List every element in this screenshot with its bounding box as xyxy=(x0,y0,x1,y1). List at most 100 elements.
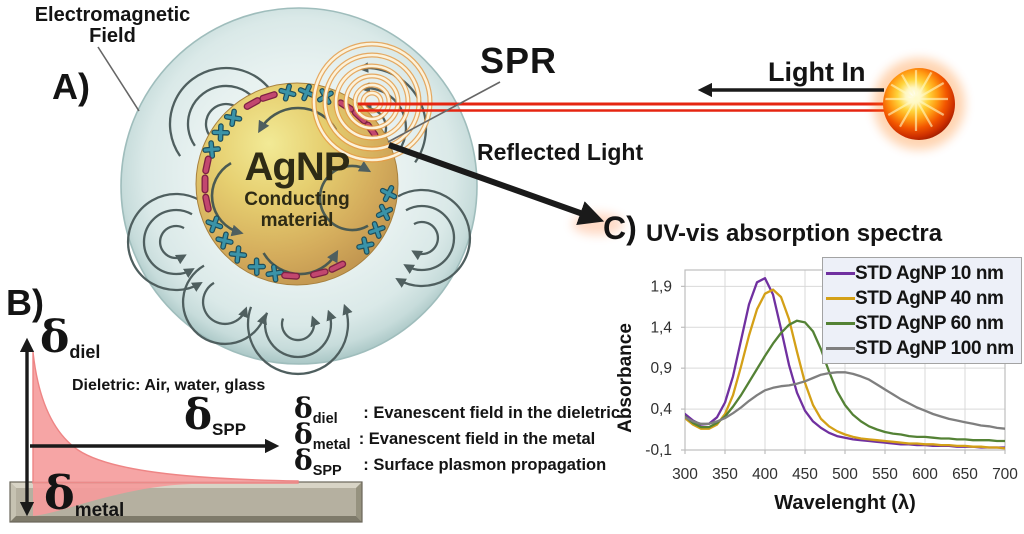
evanescent-decay xyxy=(32,351,299,516)
reflected-light-label: Reflected Light xyxy=(477,139,644,165)
plus-charge xyxy=(297,83,316,102)
particle-title: AgNP xyxy=(244,145,351,189)
delta-diel-subscript: diel xyxy=(69,342,101,362)
delta-metal-subscript: metal xyxy=(74,500,125,521)
y-tick-labels: 1,9 1,4 0,9 0,4 -0,1 xyxy=(645,278,672,459)
series-line xyxy=(685,319,1005,443)
definition-row: δ SPP : Surface plasmon propagation xyxy=(294,444,620,480)
legend-label: STD AgNP 40 nm xyxy=(855,287,1004,309)
chart-legend: STD AgNP 10 nm STD AgNP 40 nm STD AgNP 60 … xyxy=(822,257,1022,364)
delta-symbol: δ xyxy=(40,312,70,363)
delta-symbol: δ xyxy=(294,418,313,451)
legend-item: STD AgNP 100 nm xyxy=(826,336,1021,361)
delta-diel-label: δdiel xyxy=(40,316,101,363)
legend-label: STD AgNP 60 nm xyxy=(855,312,1004,334)
x-tick-labels: 300 350 400 450 500 550 600 650 700 xyxy=(672,466,1018,483)
x-tick-label: 550 xyxy=(872,466,898,483)
panel-a-label: A) xyxy=(52,66,90,107)
y-tick-label: -0,1 xyxy=(645,442,672,459)
light-in-label: Light In xyxy=(768,57,866,87)
legend-item: STD AgNP 40 nm xyxy=(826,286,1021,311)
plus-charge xyxy=(211,123,230,142)
panel-b-label: B) xyxy=(6,282,44,323)
y-tick-label: 1,9 xyxy=(650,278,672,295)
delta-metal-label: δmetal xyxy=(44,470,124,521)
legend-swatch xyxy=(826,272,855,275)
y-tick-label: 0,9 xyxy=(650,360,672,377)
y-tick-label: 1,4 xyxy=(650,319,672,336)
spr-pointer-line xyxy=(387,81,501,143)
legend-swatch xyxy=(826,322,855,325)
x-tick-label: 700 xyxy=(992,466,1018,483)
definition-row: δ metal : Evanescent field in the metal xyxy=(294,418,620,454)
surface-charges xyxy=(201,83,398,283)
legend-item: STD AgNP 60 nm xyxy=(826,311,1021,336)
legend-item: STD AgNP 10 nm xyxy=(826,261,1021,286)
plus-charge xyxy=(367,221,386,239)
spr-label: SPR xyxy=(480,40,558,81)
x-axis-title: Wavelenght (λ) xyxy=(774,492,916,514)
chart-series xyxy=(685,277,1005,450)
plus-charge xyxy=(375,203,394,222)
reflected-light-arrow xyxy=(387,142,605,225)
legend-swatch xyxy=(826,347,855,350)
x-tick-label: 600 xyxy=(912,466,938,483)
legend-label: STD AgNP 10 nm xyxy=(855,262,1004,284)
sun-rays xyxy=(885,70,948,131)
series-line xyxy=(685,288,1005,450)
delta-subscript: metal xyxy=(312,437,351,453)
x-tick-label: 400 xyxy=(752,466,778,483)
definition-row: δ diel : Evanescent field in the dieletri… xyxy=(294,392,621,428)
plus-charge xyxy=(278,83,297,102)
plus-charge xyxy=(223,108,243,128)
delta-definitions: δ diel : Evanescent field in the dieletri… xyxy=(294,392,621,480)
panel-c-label: C) xyxy=(603,210,637,246)
x-tick-label: 350 xyxy=(712,466,738,483)
x-tick-label: 450 xyxy=(792,466,818,483)
definition-text: : Evanescent field in the dieletric xyxy=(358,404,621,422)
definition-text: : Surface plasmon propagation xyxy=(358,456,607,474)
minus-charge xyxy=(202,193,212,213)
delta-spp-label: δSPP xyxy=(184,394,247,440)
definition-text: : Evanescent field in the metal xyxy=(358,430,596,448)
minus-charge xyxy=(328,260,347,273)
axis-ticks xyxy=(681,285,1006,454)
nanoparticle-core xyxy=(195,82,399,286)
legend-swatch xyxy=(826,297,855,300)
plus-charge xyxy=(265,264,284,283)
field-lines xyxy=(126,62,472,376)
delta-subscript: SPP xyxy=(312,463,342,479)
light-source xyxy=(873,58,965,150)
delta-subscript: diel xyxy=(312,411,338,427)
minus-charge xyxy=(281,271,301,280)
x-tick-label: 500 xyxy=(832,466,858,483)
delta-symbol: δ xyxy=(294,392,313,425)
plus-charge xyxy=(228,245,248,264)
minus-charge xyxy=(309,268,329,279)
minus-charge xyxy=(259,91,278,102)
x-tick-label: 300 xyxy=(672,466,698,483)
x-tick-label: 650 xyxy=(952,466,978,483)
em-field-label: Electromagnetic Field xyxy=(34,4,191,47)
delta-spp-subscript: SPP xyxy=(212,420,247,439)
minus-charge xyxy=(243,97,262,110)
plus-charge xyxy=(379,185,398,203)
y-tick-label: 0,4 xyxy=(650,401,672,418)
plus-charge xyxy=(247,257,266,276)
particle-subtitle: Conducting material xyxy=(244,189,350,231)
incident-beam xyxy=(358,102,902,112)
plus-charge xyxy=(356,236,375,255)
spr-rings xyxy=(311,41,433,163)
plus-charge xyxy=(202,140,221,159)
plus-charge xyxy=(205,215,224,234)
em-field-pointer-line xyxy=(97,46,140,112)
delta-symbol: δ xyxy=(294,444,313,477)
panel-c-title: UV-vis absorption spectra xyxy=(646,220,943,247)
delta-symbol: δ xyxy=(184,390,213,439)
y-axis-title: Absorbance xyxy=(615,323,636,433)
series-line xyxy=(685,371,1005,430)
legend-label: STD AgNP 100 nm xyxy=(855,337,1014,359)
dielectric-note: Dieletric: Air, water, glass xyxy=(72,377,266,394)
